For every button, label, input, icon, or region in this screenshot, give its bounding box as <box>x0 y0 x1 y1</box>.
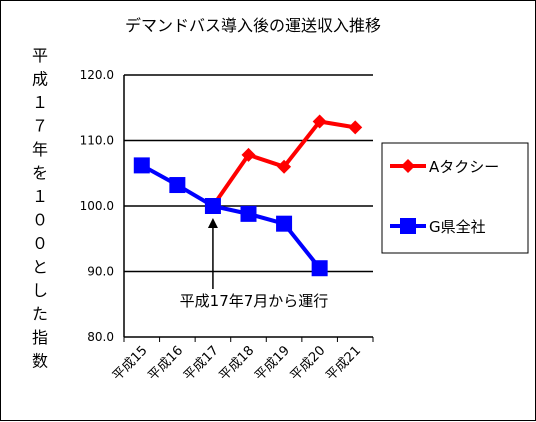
data-point-diamond <box>277 159 292 174</box>
x-tick-label: 平成18 <box>217 343 258 384</box>
data-point-diamond <box>312 114 327 129</box>
y-axis-label-char: ０ <box>32 211 48 230</box>
chart-title: デマンドバス導入後の運送収入推移 <box>125 16 381 35</box>
y-tick-label: 120.0 <box>80 68 114 82</box>
data-point-square <box>276 215 293 232</box>
legend-marker <box>400 218 416 234</box>
series-a-taxi <box>205 114 363 213</box>
legend-label: G県全社 <box>429 218 486 236</box>
y-axis-label-char: １ <box>32 187 48 206</box>
y-axis-label-char: た <box>32 305 48 324</box>
data-point-square <box>169 177 186 194</box>
x-tick-label: 平成20 <box>288 343 329 384</box>
x-tick-label: 平成15 <box>110 343 151 384</box>
data-point-square <box>204 198 221 214</box>
annotation: 平成17年7月から運行 <box>180 218 329 310</box>
legend-label: Aタクシー <box>429 158 499 176</box>
y-axis-label-char: 数 <box>32 352 48 371</box>
legend: Aタクシー G県全社 <box>381 142 529 254</box>
y-axis-label-char: を <box>32 164 48 183</box>
y-axis-label-char: と <box>32 258 48 277</box>
x-tick-label: 平成16 <box>145 343 186 384</box>
y-tick-label: 100.0 <box>80 199 114 213</box>
y-axis-label-char: 年 <box>32 140 48 159</box>
y-tick-label: 110.0 <box>80 134 114 148</box>
x-tick-label: 平成21 <box>323 343 364 384</box>
y-axis-label-char: 成 <box>32 70 48 89</box>
legend-box <box>381 142 529 254</box>
x-tick-label: 平成19 <box>252 343 293 384</box>
y-axis-label-char: 指 <box>32 328 48 347</box>
data-point-diamond <box>348 120 363 135</box>
y-axis-label-char: １ <box>32 93 48 112</box>
plot-area: 80.090.0100.0110.0120.0平成15平成16平成17平成18平… <box>80 68 374 384</box>
data-point-square <box>133 157 150 174</box>
y-axis-label-char: ７ <box>32 117 48 136</box>
y-axis-label-char: ０ <box>32 234 48 253</box>
data-point-diamond <box>241 147 256 162</box>
annotation-text: 平成17年7月から運行 <box>180 292 329 310</box>
data-point-square <box>311 260 328 277</box>
series-g-prefecture <box>133 157 328 277</box>
x-tick-label: 平成17 <box>181 343 222 384</box>
y-tick-label: 90.0 <box>87 265 114 279</box>
y-axis-label-char: し <box>32 281 48 300</box>
y-axis-label-char: 平 <box>32 46 48 65</box>
legend-marker <box>401 159 415 173</box>
annotation-arrow-head <box>207 218 218 228</box>
data-point-square <box>240 205 257 222</box>
y-tick-label: 80.0 <box>87 330 114 344</box>
